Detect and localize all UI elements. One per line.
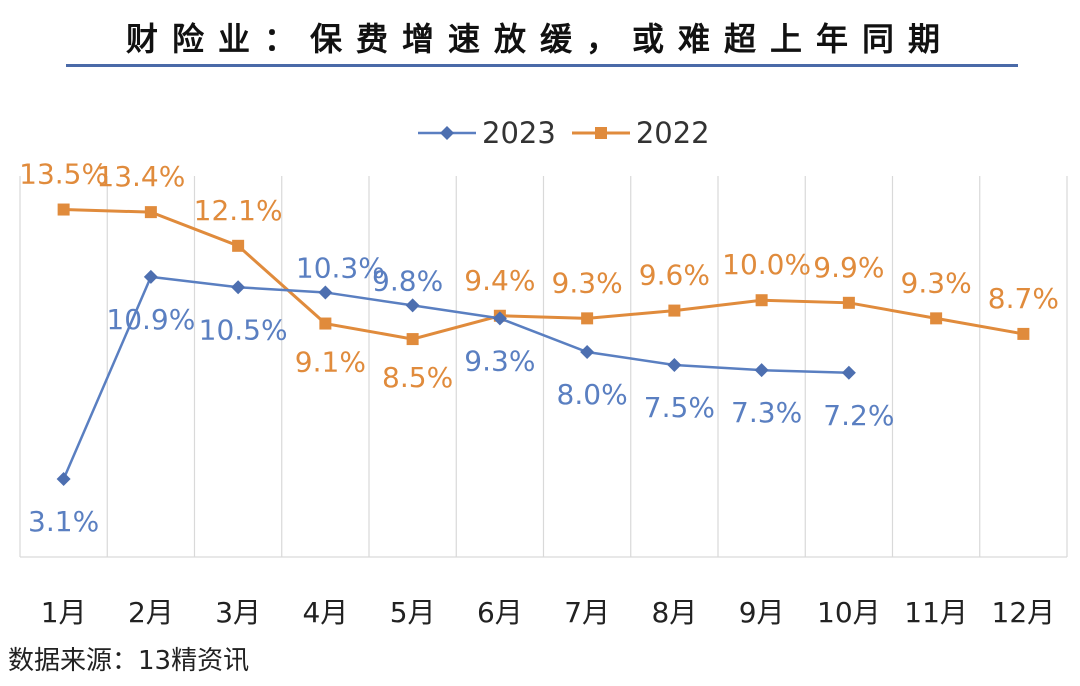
data-point-2023	[318, 285, 333, 300]
x-tick-label: 12月	[992, 596, 1056, 629]
x-tick-label: 3月	[215, 596, 261, 629]
data-point-2022	[930, 312, 943, 325]
data-point-2023	[841, 365, 856, 380]
data-label-2023: 7.3%	[731, 396, 802, 429]
legend-item-2022: 2022	[571, 116, 710, 150]
chart-title: 财险业：保费增速放缓，或难超上年同期	[125, 20, 954, 58]
data-label-2022: 13.4%	[96, 160, 185, 193]
data-label-2022: 9.4%	[464, 264, 535, 297]
data-point-2023	[231, 280, 246, 295]
legend: 2023 2022	[418, 113, 710, 153]
data-label-2023: 10.9%	[106, 303, 195, 336]
data-point-2023	[492, 311, 507, 326]
legend-item-2023: 2023	[418, 116, 556, 150]
data-label-2023: 8.0%	[557, 378, 628, 411]
series-line-2022	[63, 208, 1024, 341]
data-point-2023	[580, 345, 595, 360]
data-label-2022: 9.6%	[639, 259, 710, 292]
data-label-2023: 3.1%	[28, 505, 99, 538]
series-line-2023	[62, 275, 849, 480]
x-tick-label: 4月	[302, 596, 348, 629]
x-tick-label: 6月	[477, 596, 523, 629]
data-label-2022: 8.5%	[382, 361, 453, 394]
x-tick-label: 2月	[128, 596, 174, 629]
data-label-2022: 9.3%	[552, 266, 623, 299]
legend-2022-marker-icon	[571, 127, 630, 139]
x-tick-label: 5月	[390, 596, 436, 629]
legend-2023-marker-icon	[418, 126, 476, 140]
data-label-2022: 9.1%	[295, 346, 366, 379]
title-underline	[66, 64, 1018, 67]
data-point-2022	[144, 206, 157, 219]
data-label-2023: 9.8%	[372, 264, 443, 297]
data-label-2022: 12.1%	[194, 194, 283, 227]
data-label-2023: 10.5%	[199, 313, 288, 346]
data-label-2023: 10.3%	[296, 251, 385, 284]
data-point-2022	[668, 304, 681, 317]
data-label-2023: 7.5%	[644, 391, 715, 424]
data-point-2022	[755, 294, 768, 307]
data-point-2023	[667, 357, 682, 372]
data-point-2022	[1017, 327, 1030, 340]
data-point-2023	[754, 363, 769, 378]
data-source: 数据来源：13精资讯	[8, 646, 250, 676]
data-point-2022	[581, 312, 594, 325]
data-label-2022: 13.5%	[19, 158, 108, 191]
data-label-2022: 9.3%	[901, 266, 972, 299]
data-point-2023	[143, 269, 158, 284]
x-tick-label: 7月	[564, 596, 610, 629]
data-point-2023	[56, 472, 71, 486]
data-label-2023: 9.3%	[464, 344, 535, 377]
data-point-2022	[57, 203, 70, 216]
data-point-2022	[842, 296, 855, 309]
x-tick-label: 1月	[41, 596, 87, 629]
legend-label-2023: 2023	[482, 116, 556, 150]
data-point-2022	[319, 317, 332, 330]
x-tick-label: 10月	[817, 596, 881, 629]
data-point-2023	[405, 298, 420, 313]
data-label-2022: 10.0%	[722, 248, 811, 281]
data-label-2022: 8.7%	[988, 282, 1059, 315]
data-point-2022	[232, 239, 245, 252]
legend-label-2022: 2022	[635, 116, 710, 150]
x-tick-label: 11月	[904, 596, 968, 629]
x-tick-label: 9月	[739, 596, 785, 629]
data-label-2022: 9.9%	[813, 251, 884, 284]
data-point-2022	[406, 333, 419, 346]
data-label-2023: 7.2%	[823, 399, 894, 432]
x-tick-label: 8月	[651, 596, 697, 629]
